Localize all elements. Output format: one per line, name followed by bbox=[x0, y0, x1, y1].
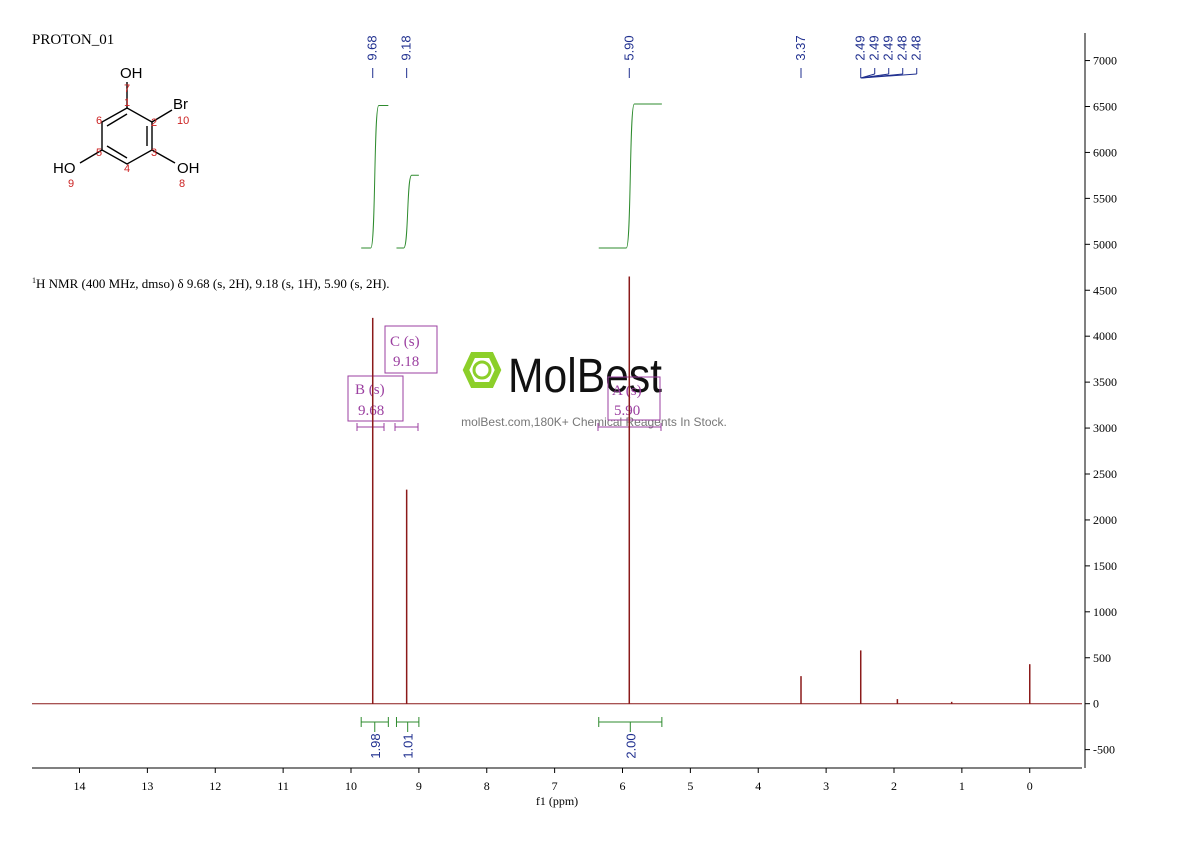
y-tick-label: 2000 bbox=[1093, 513, 1117, 527]
x-tick-label: 3 bbox=[823, 779, 829, 793]
y-tick-label: 4500 bbox=[1093, 283, 1117, 297]
tagline: molBest.com,180K+ Chemical Reagents In S… bbox=[461, 415, 727, 429]
double-bond bbox=[106, 113, 128, 127]
x-tick-label: 8 bbox=[484, 779, 490, 793]
x-tick-label: 5 bbox=[687, 779, 693, 793]
integral-range bbox=[395, 717, 420, 732]
logo bbox=[472, 360, 492, 380]
structure bbox=[79, 82, 176, 165]
y-tick-label: 2500 bbox=[1093, 467, 1117, 481]
peak-label: 2.49 bbox=[867, 35, 882, 60]
atom-number: 6 bbox=[96, 115, 102, 127]
x-tick-label: 10 bbox=[345, 779, 357, 793]
peak-label: 2.48 bbox=[909, 35, 924, 60]
peak-label: 3.37 bbox=[793, 35, 808, 60]
multiplet-shift: 5.90 bbox=[614, 403, 640, 419]
y-tick-label: 3500 bbox=[1093, 375, 1117, 389]
x-tick-label: 2 bbox=[891, 779, 897, 793]
atom: OH bbox=[177, 160, 200, 177]
peak-label: 2.49 bbox=[881, 35, 896, 60]
peak-label: 9.18 bbox=[399, 35, 414, 60]
multiplet-box bbox=[384, 325, 438, 374]
atom-number: 10 bbox=[177, 115, 189, 127]
multiplet-shift: 9.68 bbox=[358, 403, 384, 419]
peak-label: 2.48 bbox=[895, 35, 910, 60]
integral-label: 2.00 bbox=[623, 733, 638, 758]
integral-range bbox=[360, 717, 389, 732]
structure-labels: OH Br HO OH 7 1 2 10 6 5 3 4 9 8 bbox=[53, 65, 200, 190]
integral-range bbox=[598, 717, 663, 732]
atom: OH bbox=[120, 65, 143, 82]
peak-label: 2.49 bbox=[853, 35, 868, 60]
multiplet-name: A (s) bbox=[612, 383, 642, 399]
x-tick-label: 12 bbox=[209, 779, 221, 793]
peak-label: 9.68 bbox=[365, 35, 380, 60]
peak-label-connector bbox=[861, 73, 917, 79]
y-tick-label: 1000 bbox=[1093, 605, 1117, 619]
multiplet-name: C (s) bbox=[390, 334, 420, 350]
bond bbox=[79, 149, 103, 164]
x-tick-label: 0 bbox=[1027, 779, 1033, 793]
atom-number: 8 bbox=[179, 178, 185, 190]
atom: HO bbox=[53, 160, 76, 177]
y-tick-label: 4000 bbox=[1093, 329, 1117, 343]
x-tick-label: 1 bbox=[959, 779, 965, 793]
atom-number: 9 bbox=[68, 178, 74, 190]
x-tick-label: 9 bbox=[416, 779, 422, 793]
x-tick-label: 7 bbox=[552, 779, 558, 793]
integral-label: 1.01 bbox=[401, 733, 416, 758]
atom-number: 7 bbox=[124, 83, 130, 95]
multiplet-name: B (s) bbox=[355, 382, 385, 398]
bond bbox=[151, 109, 173, 123]
x-tick-label: 11 bbox=[277, 779, 289, 793]
atom-number: 3 bbox=[151, 147, 157, 159]
superscript: 1 bbox=[32, 276, 36, 285]
logo bbox=[462, 352, 502, 388]
y-tick-label: 5500 bbox=[1093, 191, 1117, 205]
integral-curve bbox=[361, 104, 389, 249]
x-tick-label: 13 bbox=[141, 779, 153, 793]
y-tick-label: 1500 bbox=[1093, 559, 1117, 573]
y-tick-label: -500 bbox=[1093, 743, 1115, 757]
y-tick-label: 3000 bbox=[1093, 421, 1117, 435]
integral-label: 1.98 bbox=[368, 733, 383, 758]
integral-curve bbox=[598, 103, 662, 249]
y-tick-label: 7000 bbox=[1093, 54, 1117, 68]
description-text: H NMR (400 MHz, dmso) δ 9.68 (s, 2H), 9.… bbox=[36, 276, 390, 291]
y-tick-label: 6000 bbox=[1093, 145, 1117, 159]
x-tick-label: 14 bbox=[74, 779, 86, 793]
y-tick-label: 0 bbox=[1093, 697, 1099, 711]
atom-number: 5 bbox=[96, 147, 102, 159]
multiplet-box bbox=[347, 375, 404, 422]
x-axis-label: f1 (ppm) bbox=[536, 794, 578, 808]
x-tick-label: 6 bbox=[619, 779, 625, 793]
peak-label: 5.90 bbox=[621, 35, 636, 60]
atom-number: 2 bbox=[151, 117, 157, 129]
multiplets: B (s) 9.68 C (s) 9.18 A (s) 5.90 bbox=[347, 325, 662, 431]
y-tick-label: 5000 bbox=[1093, 237, 1117, 251]
integral-curve bbox=[396, 174, 419, 249]
atom-number: 1 bbox=[124, 97, 130, 109]
y-tick-label: 500 bbox=[1093, 651, 1111, 665]
chart-title: PROTON_01 bbox=[32, 32, 114, 48]
y-tick-label: 6500 bbox=[1093, 100, 1117, 114]
bond bbox=[151, 149, 176, 164]
description: 1H NMR (400 MHz, dmso) δ 9.68 (s, 2H), 9… bbox=[32, 276, 390, 291]
x-tick-label: 4 bbox=[755, 779, 761, 793]
double-bond bbox=[106, 145, 128, 159]
atom: Br bbox=[173, 96, 188, 113]
atom-number: 4 bbox=[124, 163, 130, 175]
multiplet-shift: 9.18 bbox=[393, 354, 419, 370]
multiplet-box bbox=[607, 376, 661, 421]
